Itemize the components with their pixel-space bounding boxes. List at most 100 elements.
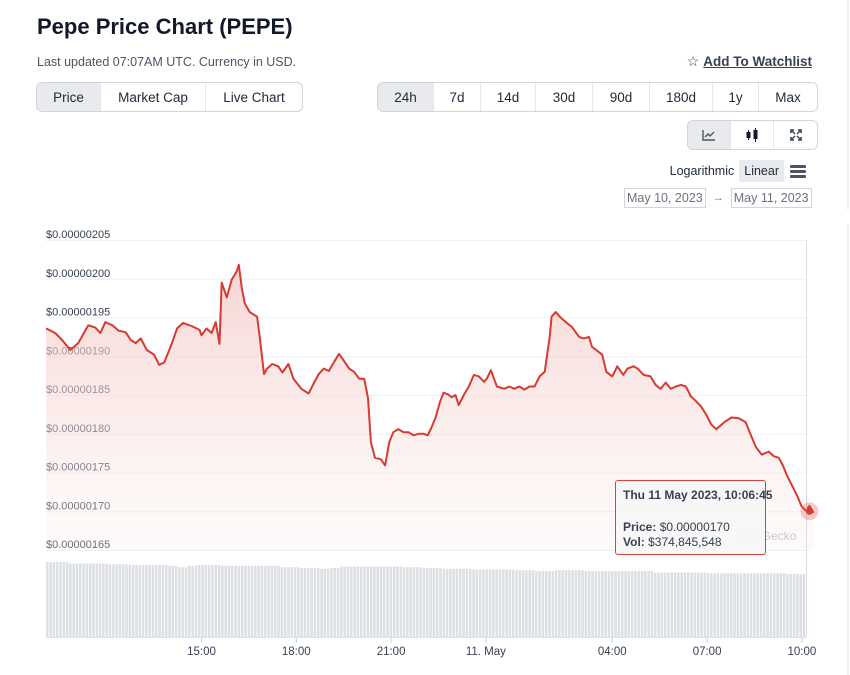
volume-bar — [151, 565, 155, 637]
volume-bar — [478, 569, 482, 637]
volume-bar — [710, 573, 713, 637]
volume-bar — [194, 565, 198, 637]
volume-bar — [597, 571, 601, 637]
volume-bar — [356, 566, 360, 637]
volume-bar — [558, 570, 561, 637]
scale-selector: Logarithmic Linear — [665, 160, 806, 182]
volume-bar — [492, 569, 495, 637]
volume-bar — [796, 574, 799, 637]
tab-price[interactable]: Price — [37, 83, 101, 111]
volume-bar — [677, 572, 680, 637]
chart-tooltip: Thu 11 May 2023, 10:06:45 Price: $0.0000… — [615, 480, 772, 555]
volume-bar — [257, 565, 260, 637]
volume-bar — [297, 567, 300, 637]
candlestick-icon — [746, 128, 758, 142]
chart-type-tabs: Price Market Cap Live Chart — [36, 82, 303, 112]
volume-bar — [515, 570, 518, 637]
volume-bar — [442, 568, 446, 637]
fullscreen-button[interactable] — [774, 121, 817, 149]
volume-bar — [231, 565, 234, 637]
time-range-tabs: 24h 7d 14d 30d 90d 180d 1y Max — [377, 82, 818, 112]
volume-bar — [551, 571, 555, 637]
scale-logarithmic[interactable]: Logarithmic — [669, 164, 735, 178]
range-1y[interactable]: 1y — [713, 83, 759, 111]
volume-bar — [544, 571, 548, 637]
volume-bar — [521, 570, 525, 637]
volume-bar — [574, 570, 578, 637]
line-chart-button[interactable] — [688, 121, 731, 149]
volume-bar — [333, 568, 336, 637]
volume-bar — [346, 566, 350, 637]
volume-bar — [310, 568, 313, 637]
volume-bar — [75, 563, 79, 637]
range-24h[interactable]: 24h — [378, 83, 434, 111]
volume-bar — [485, 569, 488, 637]
volume-bar — [578, 570, 581, 637]
hamburger-menu-icon[interactable] — [790, 164, 806, 178]
x-tick-label: 15:00 — [187, 646, 216, 658]
volume-bar — [234, 565, 237, 637]
volume-bar — [700, 572, 703, 637]
tooltip-price-value: $0.00000170 — [659, 520, 730, 534]
range-180d[interactable]: 180d — [650, 83, 713, 111]
volume-bar — [554, 570, 558, 637]
volume-bar — [46, 562, 49, 637]
range-30d[interactable]: 30d — [536, 83, 593, 111]
volume-bar — [386, 566, 389, 637]
volume-bar — [330, 568, 333, 637]
volume-bar — [409, 567, 412, 637]
volume-bar — [316, 568, 320, 637]
volume-bar — [746, 573, 750, 637]
volume-bar — [703, 572, 707, 637]
range-7d[interactable]: 7d — [434, 83, 481, 111]
volume-bar — [445, 568, 449, 637]
range-label: 1y — [728, 89, 743, 105]
tab-market-cap[interactable]: Market Cap — [101, 83, 206, 111]
volume-bar — [155, 565, 158, 637]
range-90d[interactable]: 90d — [593, 83, 650, 111]
volume-bar — [435, 568, 439, 637]
volume-bar — [250, 565, 254, 637]
volume-bar — [148, 565, 151, 637]
date-to-input[interactable]: May 11, 2023 — [730, 188, 812, 208]
x-tick-label: 10:00 — [788, 646, 817, 658]
chart-view-buttons — [687, 120, 818, 150]
volume-bar — [254, 565, 257, 637]
volume-bar — [264, 565, 267, 637]
star-outline-icon: ☆ — [686, 53, 700, 69]
volume-bar — [439, 568, 442, 637]
volume-bar — [455, 568, 459, 637]
candlestick-button[interactable] — [731, 121, 774, 149]
tab-live-chart[interactable]: Live Chart — [206, 83, 302, 111]
volume-bar — [72, 563, 75, 637]
volume-bar — [789, 574, 792, 637]
volume-bar — [472, 569, 475, 637]
volume-bar — [584, 571, 588, 637]
volume-bar — [161, 565, 165, 637]
range-label: 14d — [496, 89, 520, 105]
volume-bar — [531, 570, 535, 637]
volume-bar — [739, 573, 743, 637]
tooltip-price-label: Price: — [623, 520, 657, 534]
volume-bar — [376, 566, 379, 637]
range-max[interactable]: Max — [759, 83, 817, 111]
volume-bar — [518, 570, 522, 637]
volume-bar — [779, 573, 783, 637]
volume-bar — [350, 566, 353, 637]
volume-bar — [713, 573, 716, 637]
tooltip-vol-row: Vol: $374,845,548 — [623, 535, 758, 550]
volume-bar — [541, 571, 545, 637]
volume-bar — [184, 567, 188, 637]
range-label: 7d — [449, 89, 465, 105]
volume-bar — [690, 572, 693, 637]
volume-bar — [637, 571, 640, 637]
volume-bar — [188, 565, 191, 637]
price-chart[interactable]: $0.00000205 $0.00000200 $0.00000195 $0.0000… — [0, 220, 820, 670]
volume-bar — [792, 574, 796, 637]
range-14d[interactable]: 14d — [481, 83, 536, 111]
volume-bar — [95, 563, 99, 637]
scale-linear[interactable]: Linear — [739, 160, 784, 182]
date-from-input[interactable]: May 10, 2023 — [624, 188, 706, 208]
add-to-watchlist-link[interactable]: ☆ Add To Watchlist — [687, 53, 812, 70]
volume-bar — [468, 568, 472, 637]
